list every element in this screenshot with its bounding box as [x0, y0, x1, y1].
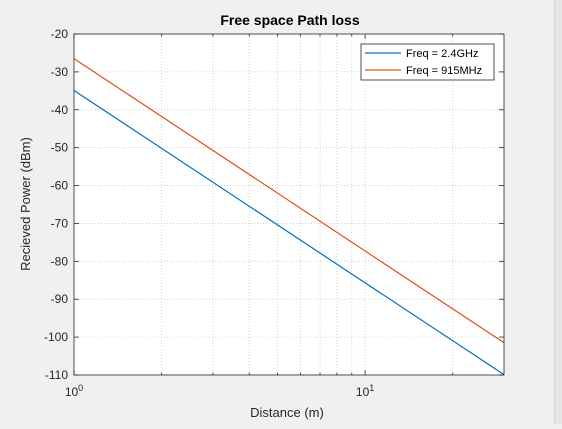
legend-box	[360, 43, 495, 81]
y-tick-label: -50	[51, 141, 69, 155]
y-tick-label: -80	[51, 254, 69, 268]
y-tick-label: -90	[51, 292, 69, 306]
legend: Freq = 2.4GHz Freq = 915MHz	[360, 43, 495, 81]
y-tick-label: -100	[44, 330, 68, 344]
plot-border	[73, 33, 505, 376]
legend-label-2-4ghz: Freq = 2.4GHz	[406, 48, 478, 60]
y-tick-label: -70	[51, 216, 69, 230]
x-tick-label: 100	[65, 383, 83, 399]
y-tick-label: -60	[51, 179, 69, 193]
y-tick-label: -30	[51, 65, 69, 79]
y-tick-label: -110	[45, 368, 68, 382]
chart-title: Free space Path loss	[220, 12, 360, 28]
series-line-2-4ghz	[73, 89, 505, 376]
plot-area	[74, 34, 504, 375]
tick-layer	[73, 33, 504, 376]
label-layer: 100 101 -20 -30 -40 -50 -60 -70 -80 -90 -100 -110	[44, 27, 374, 399]
x-tick-label: 101	[356, 383, 374, 399]
legend-label-915mhz: Freq = 915MHz	[406, 65, 482, 77]
y-tick-label: -20	[51, 27, 69, 41]
y-axis-label: Recieved Power (dBm)	[18, 137, 33, 271]
series-line-915mhz	[73, 58, 505, 344]
y-tick-label: -40	[51, 103, 69, 117]
window-edge-strip	[554, 0, 562, 424]
x-axis-label: Distance (m)	[250, 405, 324, 420]
series-layer	[73, 58, 505, 376]
